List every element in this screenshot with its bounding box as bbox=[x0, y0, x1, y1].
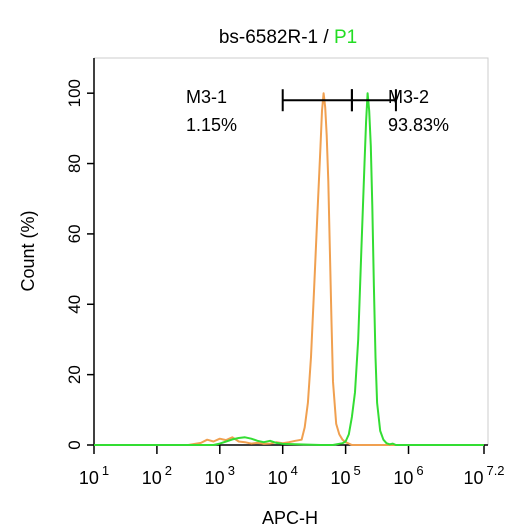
y-axis-label: Count (%) bbox=[18, 210, 38, 291]
series-2-line bbox=[94, 92, 484, 446]
y-tick-label: 100 bbox=[65, 79, 84, 107]
y-tick-label: 40 bbox=[65, 295, 84, 314]
y-tick-label: 80 bbox=[65, 154, 84, 173]
x-tick-label: 10 3 bbox=[205, 463, 235, 488]
x-tick-label: 10 4 bbox=[268, 463, 298, 488]
y-tick-label: 60 bbox=[65, 224, 84, 243]
series-layer bbox=[94, 92, 484, 446]
x-axis-ticks: 10 1 10 2 10 3 10 4 10 5 10 6 10 7.2 bbox=[79, 445, 505, 488]
y-tick-label: 0 bbox=[65, 440, 84, 449]
x-tick-label: 10 2 bbox=[142, 463, 172, 488]
x-tick-label: 10 7.2 bbox=[463, 463, 504, 488]
gate-percent: 93.83% bbox=[388, 115, 449, 135]
chart-title: bs-6582R-1 / P1 bbox=[219, 27, 357, 48]
series-1-line bbox=[94, 92, 484, 446]
x-tick-label: 10 6 bbox=[393, 463, 423, 488]
y-tick-label: 20 bbox=[65, 365, 84, 384]
gate-name: M3-2 bbox=[388, 87, 429, 107]
title-highlight: P1 bbox=[334, 27, 357, 48]
gate-layer: M3-1 1.15% M3-2 93.83% bbox=[186, 87, 449, 135]
gate-percent: 1.15% bbox=[186, 115, 237, 135]
gate-name: M3-1 bbox=[186, 87, 227, 107]
x-tick-label: 10 5 bbox=[330, 463, 360, 488]
x-axis-label: APC-H bbox=[262, 508, 318, 528]
svg-text:bs-6582R-1 / P1: bs-6582R-1 / P1 bbox=[219, 27, 357, 48]
title-text: bs-6582R-1 / bbox=[219, 27, 330, 48]
y-axis-ticks: 0 20 40 60 80 100 bbox=[65, 79, 94, 450]
x-tick-label: 10 1 bbox=[79, 463, 109, 488]
